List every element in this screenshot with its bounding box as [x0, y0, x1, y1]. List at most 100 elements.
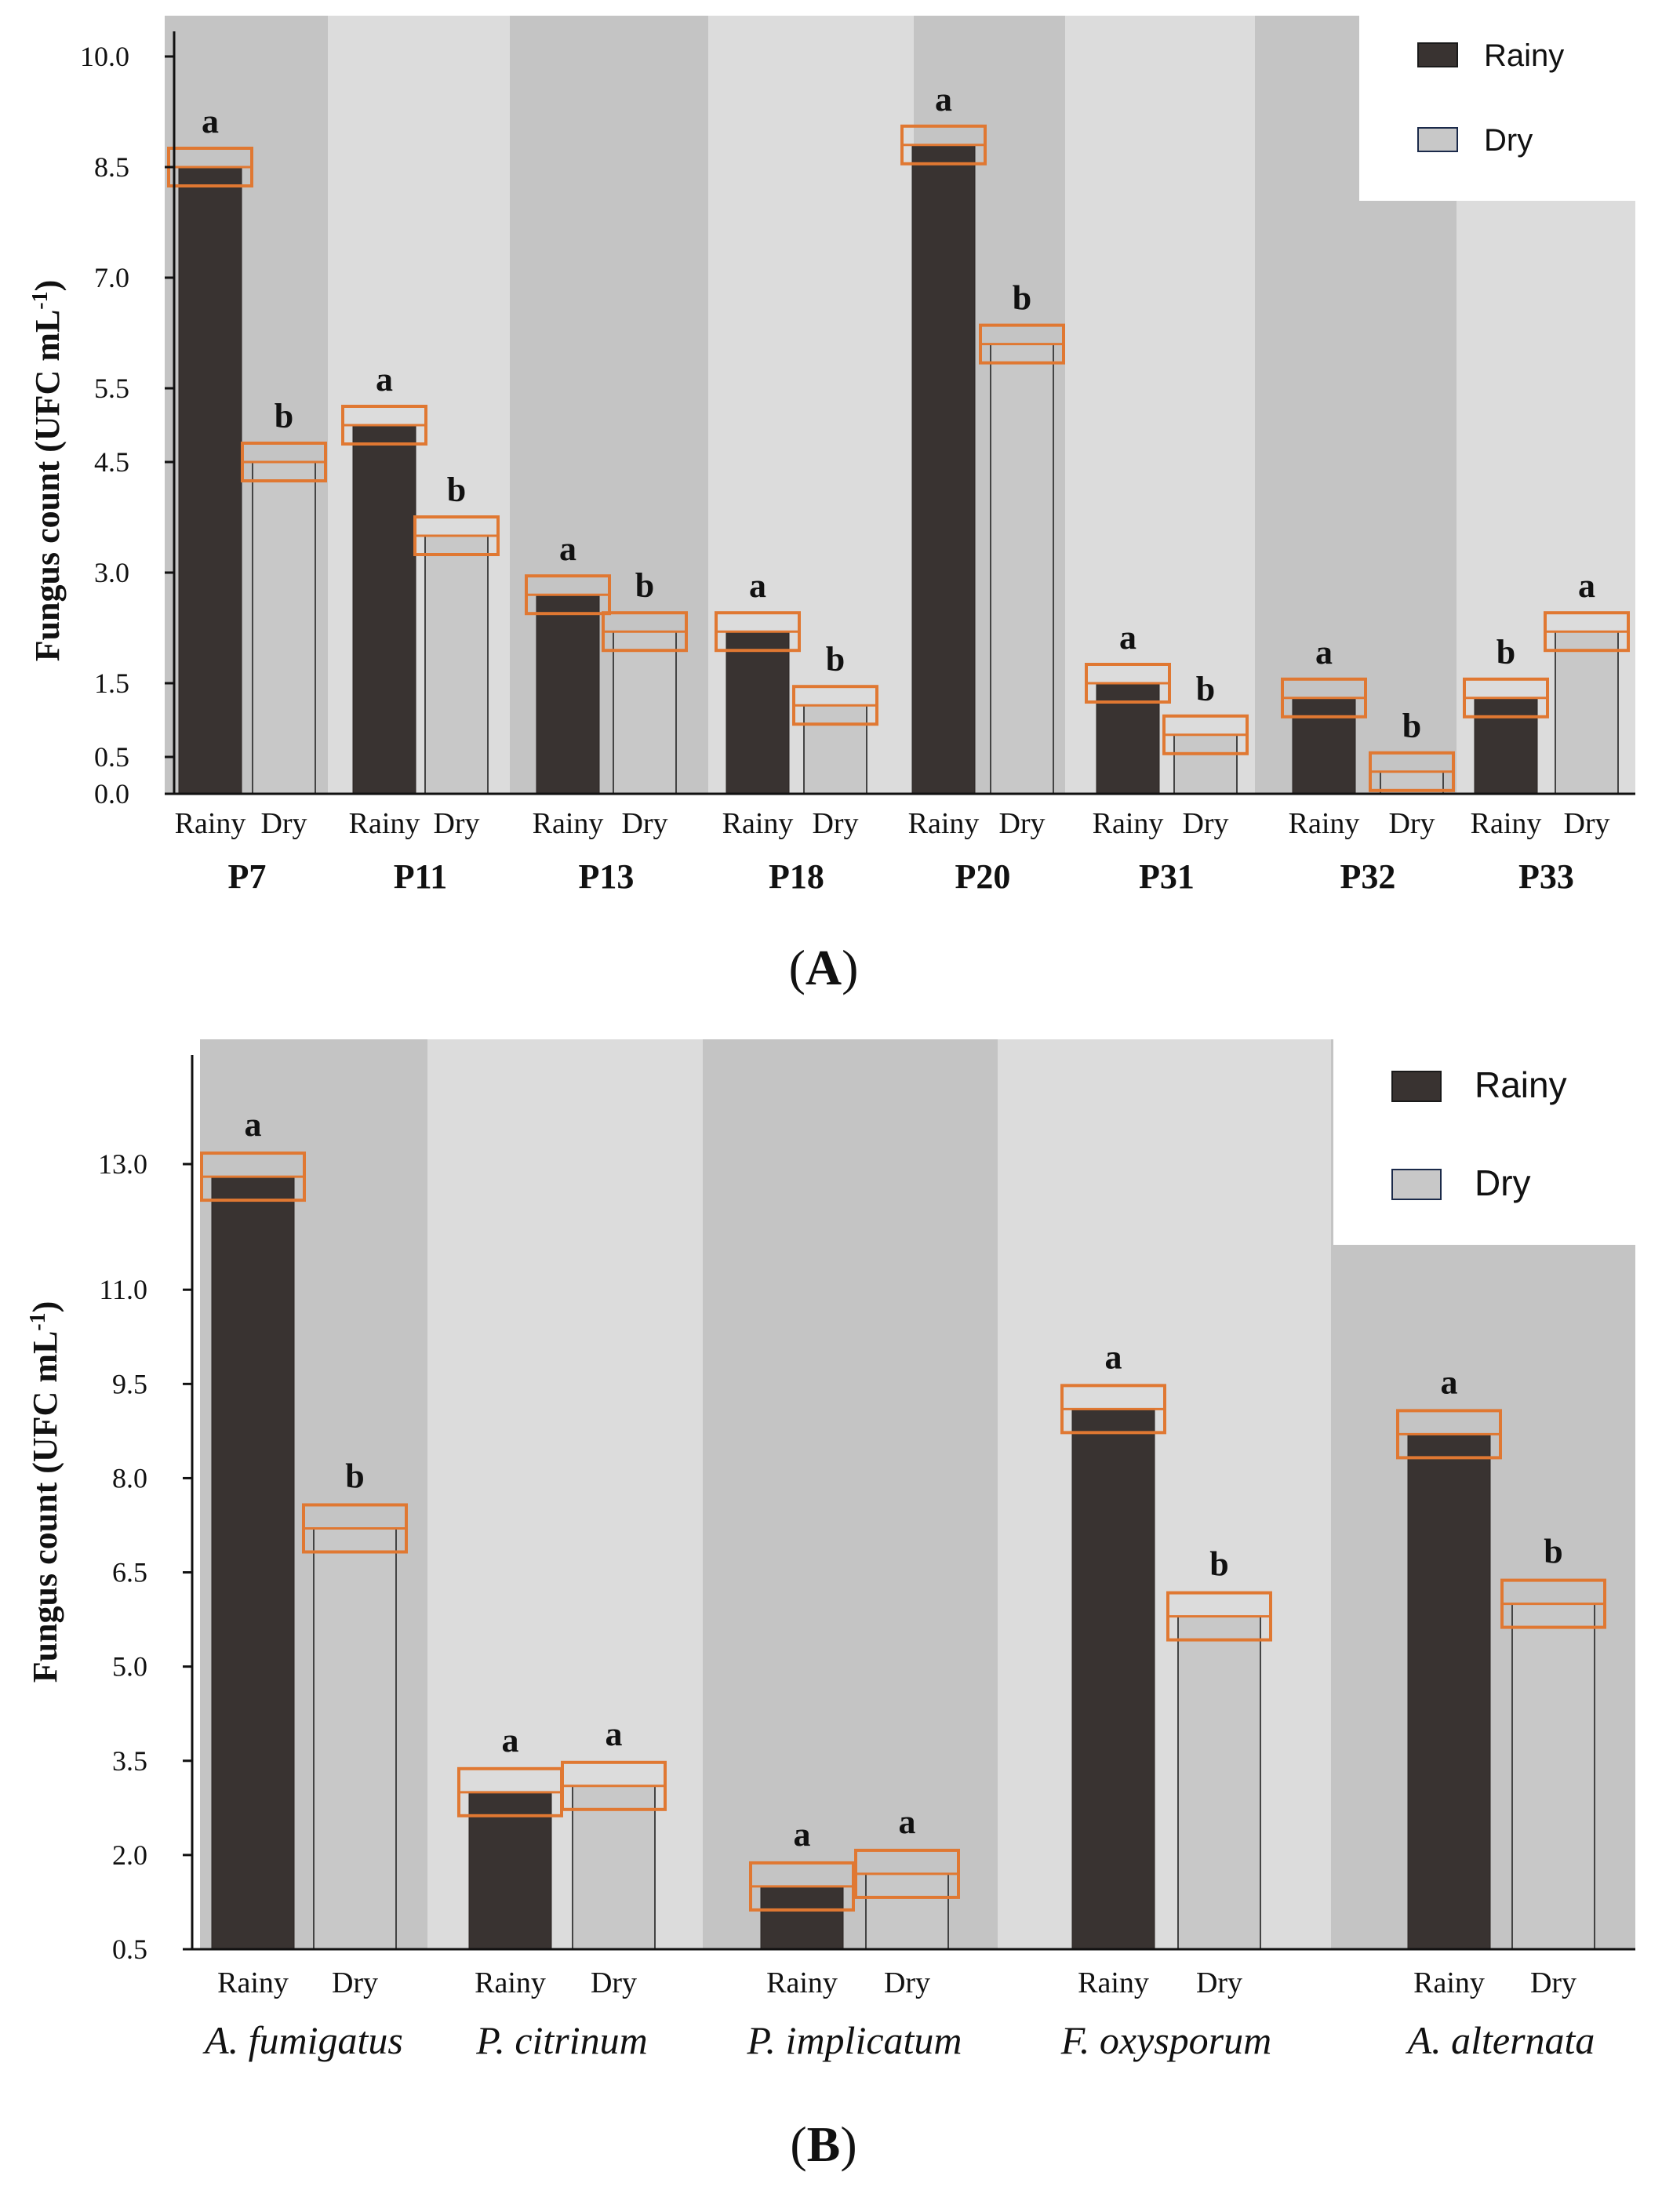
significance-letter: b — [1402, 707, 1421, 745]
category-label: A. fumigatus — [202, 2018, 403, 2062]
category-label: P18 — [769, 857, 824, 896]
pair-label: Dry — [1530, 1966, 1577, 1999]
panel-letter: B — [807, 2116, 841, 2172]
significance-letter: b — [1013, 279, 1031, 318]
pair-label: Dry — [1196, 1966, 1242, 1999]
bar-rainy — [760, 1886, 844, 1950]
panel-b-chart: a Rainy b Dry A. fumigatus a Rainy a Dry P. citri… — [26, 1039, 1635, 2172]
significance-letter: a — [1441, 1362, 1458, 1401]
y-tick-label: 5.0 — [112, 1651, 147, 1683]
legend-swatch-dry — [1417, 127, 1458, 152]
y-axis-label-close: ) — [28, 280, 67, 292]
significance-letter: a — [749, 566, 766, 605]
bar-rainy — [726, 631, 790, 795]
panel-letter: A — [806, 940, 842, 995]
significance-letter: a — [899, 1803, 916, 1841]
pair-label: Rainy — [908, 807, 980, 840]
significance-letter: b — [1209, 1545, 1228, 1584]
pair-label: Rainy — [722, 807, 794, 840]
legend-label: Dry — [1484, 123, 1533, 158]
significance-letter: a — [245, 1105, 262, 1144]
significance-letter: a — [1578, 566, 1595, 605]
bar-rainy — [911, 144, 976, 795]
pair-label: Rainy — [175, 807, 246, 840]
category-label: P20 — [955, 857, 1011, 896]
y-tick-label: 11.0 — [99, 1274, 147, 1305]
pair-label: Dry — [260, 807, 307, 840]
pair-label: Dry — [591, 1966, 637, 1999]
pair-label: Rainy — [349, 807, 420, 840]
pair-label: Dry — [1388, 807, 1435, 840]
pair-label: Rainy — [1471, 807, 1542, 840]
legend-swatch-rainy — [1391, 1071, 1442, 1102]
y-tick-label: 5.5 — [94, 373, 129, 404]
panel-label: (A) — [789, 940, 859, 995]
pair-label: Rainy — [475, 1966, 546, 1999]
category-label: A. alternata — [1406, 2018, 1595, 2062]
bar-rainy — [352, 424, 416, 795]
pair-label: Rainy — [766, 1966, 838, 1999]
bar-rainy — [178, 166, 242, 795]
significance-letter: b — [1497, 633, 1515, 671]
legend-box — [1359, 16, 1635, 201]
y-axis-label-sup: -1 — [28, 291, 53, 309]
legend-box — [1333, 1039, 1635, 1245]
significance-letter: a — [935, 80, 952, 118]
significance-letter: a — [376, 360, 393, 398]
pair-label: Rainy — [1289, 807, 1360, 840]
y-tick-label: 9.5 — [112, 1368, 147, 1399]
bar-rainy — [468, 1792, 552, 1950]
category-label: P13 — [579, 857, 635, 896]
pair-label: Rainy — [217, 1966, 289, 1999]
category-label: F. oxysporum — [1060, 2018, 1272, 2062]
bar-rainy — [1071, 1408, 1155, 1950]
bar-dry — [313, 1527, 397, 1950]
y-tick-label: 2.0 — [112, 1839, 147, 1871]
y-axis-label: Fungus count (UFC mL-1) — [28, 280, 67, 662]
y-tick-label: 0.0 — [94, 778, 129, 809]
pair-label: Rainy — [1093, 807, 1164, 840]
legend-label: Dry — [1475, 1162, 1531, 1203]
bar-dry — [613, 631, 677, 795]
y-tick-label: 0.5 — [94, 741, 129, 773]
bar-dry — [424, 535, 489, 795]
y-axis-label-sup: -1 — [26, 1312, 50, 1330]
pair-label: Rainy — [1413, 1966, 1485, 1999]
y-axis-label: Fungus count (UFC mL-1) — [26, 1301, 65, 1683]
y-tick-label: 8.0 — [112, 1462, 147, 1493]
category-label: P11 — [394, 857, 447, 896]
category-label: P7 — [228, 857, 267, 896]
category-label: P. implicatum — [746, 2018, 962, 2062]
bar-dry — [865, 1872, 949, 1950]
significance-letter: a — [202, 102, 219, 140]
pair-label: Dry — [1182, 807, 1228, 840]
pair-label: Dry — [332, 1966, 378, 1999]
significance-letter: b — [826, 640, 845, 679]
bar-rainy — [211, 1176, 295, 1950]
panel-label: (B) — [790, 2116, 856, 2172]
background-band — [1065, 16, 1255, 794]
pair-label: Rainy — [533, 807, 604, 840]
significance-letter: b — [447, 471, 466, 509]
pair-label: Dry — [812, 807, 858, 840]
bar-rainy — [536, 594, 600, 795]
significance-letter: a — [1105, 1337, 1122, 1376]
significance-letter: b — [345, 1457, 364, 1496]
pair-label: Dry — [621, 807, 667, 840]
bar-rainy — [1292, 697, 1356, 795]
bar-rainy — [1407, 1433, 1491, 1950]
significance-letter: a — [502, 1721, 519, 1759]
category-label: P33 — [1518, 857, 1574, 896]
background-band — [703, 1039, 998, 1949]
y-tick-label: 6.5 — [112, 1557, 147, 1588]
bar-dry — [572, 1785, 656, 1950]
y-tick-label: 4.5 — [94, 446, 129, 478]
y-tick-label: 0.5 — [112, 1934, 147, 1965]
y-tick-label: 13.0 — [98, 1148, 147, 1180]
significance-letter: b — [635, 566, 654, 605]
pair-label: Dry — [1563, 807, 1609, 840]
y-tick-label: 7.0 — [94, 262, 129, 293]
significance-letter: a — [1119, 618, 1136, 657]
y-tick-label: 3.0 — [94, 557, 129, 588]
